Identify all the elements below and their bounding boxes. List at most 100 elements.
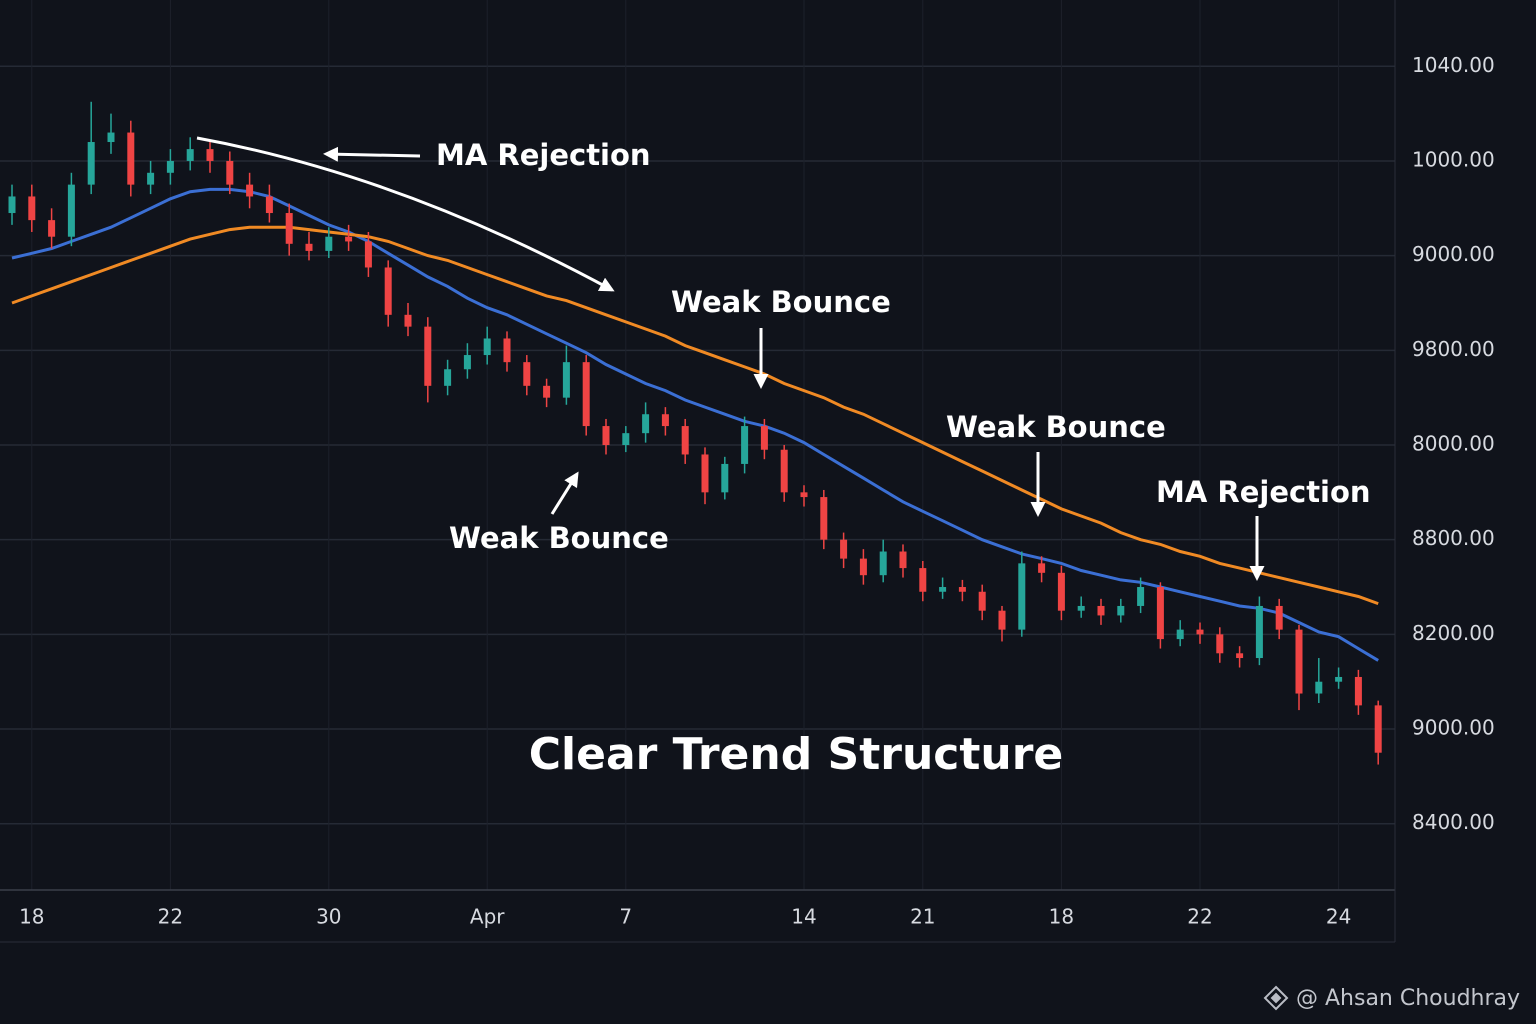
y-tick-label: 9000.00 bbox=[1412, 716, 1495, 740]
arrow bbox=[550, 471, 579, 515]
grid bbox=[0, 0, 1395, 890]
candle-body bbox=[67, 184, 75, 237]
candle-body bbox=[384, 267, 392, 315]
candle-body bbox=[1117, 605, 1125, 616]
candle-body bbox=[661, 414, 669, 427]
candle-body bbox=[721, 463, 729, 493]
candle-body bbox=[285, 213, 293, 244]
candle-body bbox=[1354, 676, 1362, 706]
x-tick-label: 30 bbox=[316, 905, 341, 929]
x-tick-label: 22 bbox=[1187, 905, 1212, 929]
candle-body bbox=[760, 426, 768, 450]
candle-body bbox=[543, 385, 551, 398]
candle-body bbox=[483, 338, 491, 356]
candle-body bbox=[305, 243, 313, 251]
candle-body bbox=[246, 184, 254, 197]
candle-body bbox=[1295, 629, 1303, 694]
chart-title: Clear Trend Structure bbox=[529, 729, 1064, 780]
x-tick-label: 22 bbox=[158, 905, 183, 929]
candle-body bbox=[48, 220, 56, 237]
candle-body bbox=[820, 497, 828, 540]
annotation: MA Rejection bbox=[436, 138, 651, 172]
annotation: Weak Bounce bbox=[671, 285, 891, 319]
candle-body bbox=[186, 149, 194, 161]
candle-body bbox=[463, 355, 471, 370]
candle-body bbox=[582, 362, 590, 427]
candle-body bbox=[265, 196, 273, 214]
candle-body bbox=[226, 160, 234, 185]
candle-body bbox=[404, 314, 412, 327]
trend-arrow bbox=[196, 136, 615, 292]
annotation: Weak Bounce bbox=[946, 410, 1166, 444]
candle-body bbox=[325, 236, 333, 251]
x-tick-label: 18 bbox=[1049, 905, 1074, 929]
candle-body bbox=[642, 414, 650, 434]
candle-body bbox=[1137, 587, 1145, 606]
candle-body bbox=[1077, 605, 1085, 611]
candle-body bbox=[622, 433, 630, 445]
candle-body bbox=[8, 196, 16, 214]
candle-body bbox=[424, 326, 432, 386]
candle-body bbox=[939, 587, 947, 592]
watermark: @ Ahsan Choudhray bbox=[1296, 986, 1520, 1011]
candle-body bbox=[780, 449, 788, 493]
annotation: MA Rejection bbox=[1156, 475, 1371, 509]
candle-body bbox=[1196, 629, 1204, 635]
candle-body bbox=[503, 338, 511, 363]
candle-body bbox=[978, 591, 986, 611]
candle-body bbox=[1057, 572, 1065, 611]
x-tick-label: 24 bbox=[1326, 905, 1351, 929]
candle-body bbox=[107, 132, 115, 143]
candle-body bbox=[958, 587, 966, 592]
candle-body bbox=[1255, 605, 1263, 659]
y-tick-label: 8200.00 bbox=[1412, 621, 1495, 645]
candle-body bbox=[345, 236, 353, 242]
candle-body bbox=[602, 426, 610, 445]
candle-body bbox=[1236, 653, 1244, 659]
y-tick-label: 9800.00 bbox=[1412, 337, 1495, 361]
y-tick-label: 8000.00 bbox=[1412, 432, 1495, 456]
x-tick-label: 21 bbox=[910, 905, 935, 929]
candle-body bbox=[701, 454, 709, 493]
moving-average-line bbox=[11, 187, 1379, 662]
candle-body bbox=[800, 492, 808, 498]
candle-body bbox=[859, 558, 867, 576]
y-tick-label: 9000.00 bbox=[1412, 242, 1495, 266]
candle-body bbox=[998, 610, 1006, 630]
candle-body bbox=[444, 369, 452, 386]
candle-body bbox=[1216, 634, 1224, 654]
candle-body bbox=[166, 160, 174, 173]
y-tick-label: 1040.00 bbox=[1412, 53, 1495, 77]
candle-body bbox=[681, 426, 689, 455]
x-tick-label: Apr bbox=[470, 905, 505, 929]
y-tick-label: 8400.00 bbox=[1412, 810, 1495, 834]
y-tick-label: 8800.00 bbox=[1412, 526, 1495, 550]
candle-body bbox=[28, 196, 36, 221]
plot bbox=[8, 101, 1382, 765]
annotation: Weak Bounce bbox=[449, 521, 669, 555]
candle-body bbox=[1315, 681, 1323, 694]
candle-body bbox=[1018, 563, 1026, 630]
candle-body bbox=[1156, 587, 1164, 640]
candle-body bbox=[1176, 629, 1184, 640]
candle-body bbox=[562, 362, 570, 398]
candle-body bbox=[840, 539, 848, 559]
candle-body bbox=[1335, 676, 1343, 682]
candle-body bbox=[127, 132, 135, 185]
candle-body bbox=[899, 551, 907, 569]
candle-body bbox=[364, 241, 372, 268]
candle-body bbox=[147, 172, 155, 185]
candle-body bbox=[1275, 605, 1283, 630]
candle-body bbox=[1374, 705, 1382, 753]
arrow bbox=[323, 146, 421, 162]
candle-body bbox=[741, 426, 749, 464]
moving-average-line bbox=[11, 225, 1379, 606]
x-tick-label: 14 bbox=[791, 905, 816, 929]
y-tick-label: 1000.00 bbox=[1412, 147, 1495, 171]
watermark-icon bbox=[1263, 985, 1289, 1011]
x-tick-label: 18 bbox=[19, 905, 44, 929]
candle-body bbox=[1038, 563, 1046, 573]
